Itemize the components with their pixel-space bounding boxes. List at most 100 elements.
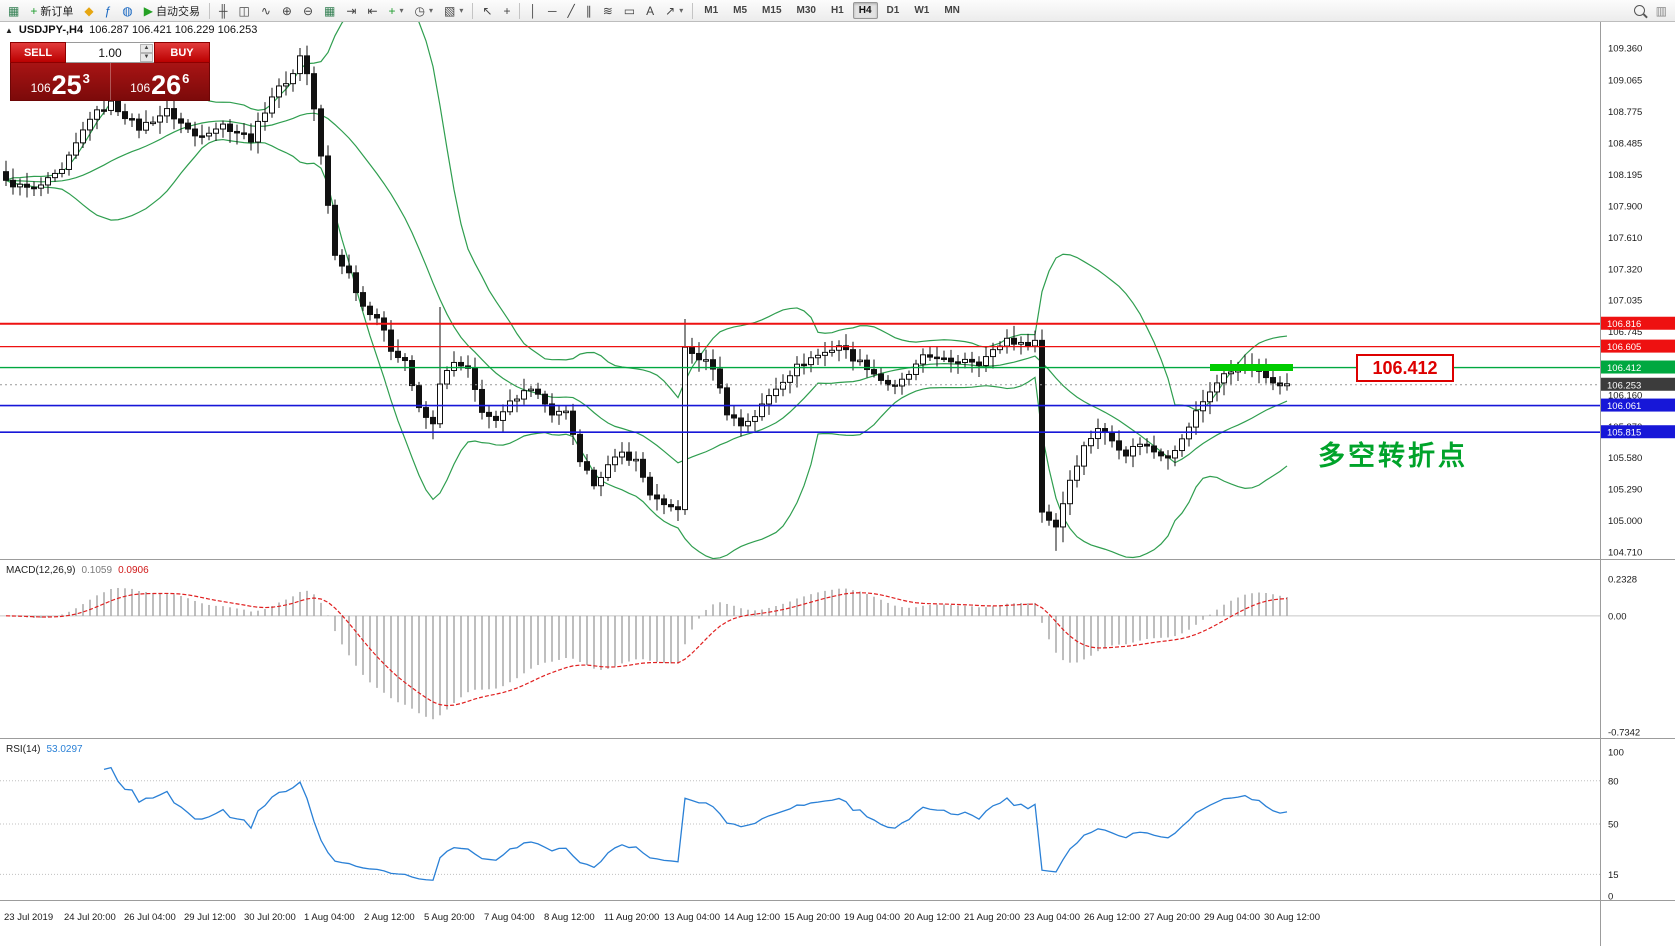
volume-input[interactable]: 1.00 ▲ ▼	[66, 42, 154, 63]
new-order-button[interactable]: + 新订单	[25, 1, 78, 21]
svg-text:29 Aug 04:00: 29 Aug 04:00	[1204, 912, 1260, 923]
buy-button[interactable]: BUY	[154, 42, 210, 63]
search-icon[interactable]	[1629, 1, 1650, 21]
svg-text:108.485: 108.485	[1608, 138, 1642, 149]
tile-windows-icon[interactable]: ▦	[319, 1, 340, 21]
new-chart-icon[interactable]: ▦	[3, 1, 24, 21]
autotrading-button[interactable]: ▶ 自动交易	[139, 1, 205, 21]
periods-button[interactable]: ◷ ▾	[410, 1, 439, 21]
svg-text:104.710: 104.710	[1608, 548, 1642, 559]
svg-text:106.253: 106.253	[1607, 380, 1641, 391]
text-label-icon[interactable]: A	[641, 1, 659, 21]
zoom-out-icon[interactable]: ⊖	[298, 1, 318, 21]
shapes-icon-glyph: ▭	[623, 3, 636, 18]
web-icon[interactable]: ◍	[117, 1, 137, 21]
metaeditor-icon[interactable]: ◆	[79, 1, 98, 21]
bollinger-bands	[5, 22, 1288, 559]
templates-button[interactable]: ▧ ▾	[439, 1, 468, 21]
sell-button[interactable]: SELL	[10, 42, 66, 63]
macd-histogram	[12, 587, 1288, 720]
community-icon[interactable]: ▥	[1651, 1, 1672, 21]
auto-scroll-icon[interactable]: ⇥	[341, 1, 361, 21]
timeframe-m5-button[interactable]: M5	[733, 5, 748, 16]
svg-text:106.816: 106.816	[1607, 319, 1641, 330]
fibonacci-icon[interactable]: ≋	[598, 1, 618, 21]
indicators-button[interactable]: + ▾	[384, 1, 409, 21]
svg-text:106.160: 106.160	[1608, 390, 1642, 401]
svg-text:80: 80	[1608, 776, 1619, 787]
rsi-value: 53.0297	[46, 744, 83, 755]
arrows-icon[interactable]: ↗ ▾	[660, 1, 688, 21]
zoom-in-icon[interactable]: ⊕	[277, 1, 297, 21]
experts-icon[interactable]: ƒ	[100, 1, 117, 21]
trendline-icon[interactable]: ╱	[563, 1, 580, 21]
chevron-down-icon: ▾	[459, 6, 464, 15]
toolbar-separator	[692, 2, 694, 19]
cursor-icon[interactable]: ↖	[477, 1, 497, 21]
equidistant-channel-icon[interactable]: ∥	[581, 1, 597, 21]
fibonacci-icon-glyph: ≋	[602, 3, 613, 18]
new-order-button-glyph: +	[30, 3, 38, 18]
volume-increase-button[interactable]: ▲	[140, 44, 153, 53]
svg-text:15: 15	[1608, 870, 1619, 881]
svg-text:0.00: 0.00	[1608, 611, 1627, 622]
community-icon-glyph: ▥	[1655, 3, 1667, 18]
svg-text:106.061: 106.061	[1607, 401, 1641, 412]
metaeditor-icon-glyph: ◆	[84, 3, 94, 18]
horizontal-line-icon[interactable]: ─	[543, 1, 562, 21]
bar-chart-icon[interactable]: ╫	[214, 1, 233, 21]
toolbar-separator	[472, 2, 474, 19]
trendline-icon-glyph: ╱	[567, 3, 575, 18]
timeframe-m1-button[interactable]: M1	[704, 5, 719, 16]
svg-text:105.580: 105.580	[1608, 453, 1642, 464]
svg-text:15 Aug 20:00: 15 Aug 20:00	[784, 912, 840, 923]
macd-signal-line	[5, 592, 1288, 707]
svg-text:2 Aug 12:00: 2 Aug 12:00	[364, 912, 415, 923]
buy-price[interactable]: 106 26 6	[111, 63, 210, 100]
chart-window: 109.360 109.065 108.775 108.485 108.195 107.9…	[0, 22, 1675, 946]
chart-svg[interactable]: 109.360 109.065 108.775 108.485 108.195 107.9…	[0, 22, 1675, 946]
sell-price[interactable]: 106 25 3	[11, 63, 111, 100]
auto-scroll-icon-glyph: ⇥	[346, 3, 357, 18]
timeframe-m30-button[interactable]: M30	[796, 5, 816, 16]
autotrading-button-glyph: ▶	[143, 3, 153, 18]
search-icon-glyph	[1633, 5, 1645, 16]
svg-text:24 Jul 20:00: 24 Jul 20:00	[64, 912, 116, 923]
svg-text:20 Aug 12:00: 20 Aug 12:00	[904, 912, 960, 923]
price-axis[interactable]: 109.360 109.065 108.775 108.485 108.195 107.9…	[1608, 44, 1642, 559]
chevron-down-icon: ▾	[679, 6, 684, 15]
chart-shift-icon[interactable]: ⇤	[362, 1, 382, 21]
svg-text:5 Aug 20:00: 5 Aug 20:00	[424, 912, 475, 923]
svg-text:100: 100	[1608, 748, 1624, 759]
crosshair-icon[interactable]: +	[498, 1, 515, 21]
main-chart-plot[interactable]	[0, 22, 1600, 559]
horizontal-line-icon-glyph: ─	[547, 3, 557, 18]
text-label-icon-glyph: A	[646, 3, 655, 18]
vertical-line-icon[interactable]: │	[524, 1, 542, 21]
macd-value-signal: 0.0906	[118, 565, 149, 576]
timeframe-w1-button[interactable]: W1	[914, 5, 930, 16]
timeframe-m15-button[interactable]: M15	[762, 5, 782, 16]
svg-text:0: 0	[1608, 892, 1613, 903]
volume-value: 1.00	[98, 45, 122, 60]
volume-decrease-button[interactable]: ▼	[140, 53, 153, 62]
candlestick-chart-icon[interactable]: ◫	[234, 1, 255, 21]
shapes-icon[interactable]: ▭	[619, 1, 640, 21]
line-chart-icon[interactable]: ∿	[256, 1, 276, 21]
svg-text:107.320: 107.320	[1608, 265, 1642, 276]
price-annotation-box[interactable]: 106.412	[1356, 354, 1454, 382]
svg-text:26 Jul 04:00: 26 Jul 04:00	[124, 912, 176, 923]
time-axis[interactable]: 23 Jul 2019 24 Jul 20:00 26 Jul 04:00 29 Ju…	[4, 912, 1320, 923]
timeframe-h4-button[interactable]: H4	[852, 2, 878, 19]
macd-indicator-label: MACD(12,26,9) 0.1059 0.0906	[6, 565, 149, 576]
timeframe-d1-button[interactable]: D1	[886, 5, 900, 16]
svg-text:106.605: 106.605	[1607, 342, 1641, 353]
collapse-one-click-icon[interactable]: ▲	[5, 25, 13, 35]
svg-text:19 Aug 04:00: 19 Aug 04:00	[844, 912, 900, 923]
timeframe-h1-button[interactable]: H1	[830, 5, 844, 16]
turning-point-annotation[interactable]: 多空转折点	[1318, 441, 1468, 471]
macd-name: MACD(12,26,9)	[6, 565, 76, 576]
timeframe-mn-button[interactable]: MN	[944, 5, 960, 16]
sell-price-prefix: 106	[30, 81, 51, 95]
equidistant-channel-icon-glyph: ∥	[585, 3, 592, 18]
